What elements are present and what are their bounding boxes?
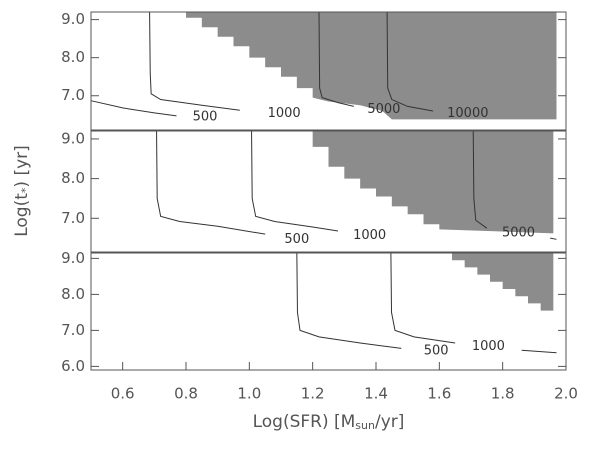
x-tick-label: 0.8 — [174, 385, 198, 403]
panel-frame — [90, 252, 567, 371]
y-tick-label: 6.0 — [61, 357, 85, 375]
x-tick-label: 1.6 — [427, 385, 451, 403]
y-tick-label: 7.0 — [61, 86, 85, 104]
y-axis-label-part: * — [19, 187, 32, 193]
y-tick-label: 7.0 — [61, 321, 85, 339]
y-tick-label: 9.0 — [61, 249, 85, 267]
contour-label: 500 — [284, 232, 309, 247]
contour-label: 1000 — [268, 106, 301, 121]
y-tick-label: 9.0 — [61, 129, 85, 147]
panel-frame — [90, 11, 567, 131]
y-tick-label: 7.0 — [61, 209, 85, 227]
x-tick-label: 1.4 — [364, 385, 388, 403]
contour-line — [390, 252, 557, 354]
shaded-region — [452, 253, 554, 311]
contour-label: 500 — [193, 110, 218, 125]
x-tick-label: 1.2 — [301, 385, 325, 403]
x-axis-label-part: /yr] — [375, 412, 404, 432]
y-axis-label-part: ) [yr] — [12, 145, 32, 187]
y-tick-label: 8.0 — [61, 169, 85, 187]
contour-line — [472, 130, 557, 240]
x-axis-label: Log(SFR) [Msun/yr] — [253, 412, 405, 432]
contour-label: 10000 — [447, 106, 488, 121]
panel-frame — [90, 130, 567, 253]
contour-label: 500 — [424, 344, 449, 359]
x-tick-label: 1.8 — [491, 385, 515, 403]
y-axis-label: Log(t*) [yr] — [12, 145, 32, 237]
x-tick-label: 1.0 — [237, 385, 261, 403]
y-tick-label: 9.0 — [61, 10, 85, 28]
contour-label: 1000 — [353, 228, 386, 243]
x-tick-label: 0.6 — [111, 385, 135, 403]
shaded-region — [186, 12, 557, 120]
contour-line — [157, 131, 329, 245]
shaded-region — [312, 131, 554, 234]
x-axis-label-part: Log(SFR) [M — [253, 412, 356, 432]
contour-label: 5000 — [502, 226, 535, 241]
contour-label: 1000 — [472, 339, 505, 354]
contour-label: 5000 — [367, 102, 400, 117]
x-axis-label-part: sun — [355, 419, 375, 432]
y-tick-label: 8.0 — [61, 48, 85, 66]
y-axis-label-part: Log(t — [12, 193, 32, 237]
x-tick-label: 2.0 — [554, 385, 578, 403]
y-tick-label: 8.0 — [61, 285, 85, 303]
contour-line — [297, 253, 471, 354]
